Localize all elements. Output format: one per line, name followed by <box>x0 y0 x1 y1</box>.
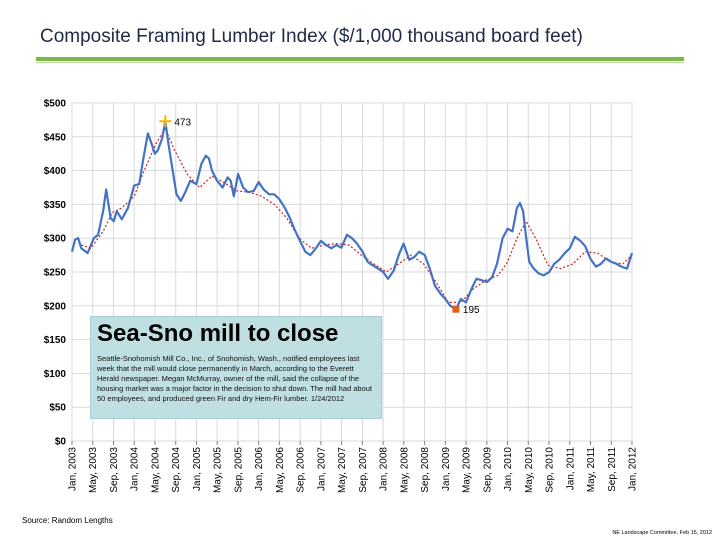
peak-label: 473 <box>174 117 191 128</box>
x-tick-label: Jan, 2010 <box>503 447 514 491</box>
x-tick-label: Jan, 2008 <box>379 447 390 491</box>
x-tick-label: Sep, 2004 <box>171 447 182 493</box>
y-tick-label: $500 <box>44 99 67 110</box>
news-callout: Sea-Sno mill to close Seattle-Snohomish … <box>90 316 382 419</box>
x-tick-label: Sep, 2003 <box>109 447 120 493</box>
y-tick-label: $50 <box>49 403 66 414</box>
y-tick-label: $150 <box>44 335 67 346</box>
x-tick-label: May, 2008 <box>399 447 410 493</box>
y-tick-label: $400 <box>44 166 67 177</box>
annotation-markers: 473 195 <box>159 115 480 316</box>
y-tick-label: $250 <box>44 268 67 279</box>
x-tick-label: Jan, 2009 <box>441 447 452 491</box>
footer-note: NE Landscape Committee, Feb 15, 2012 <box>612 530 712 536</box>
title-underline-thin <box>36 62 684 63</box>
x-tick-label: May, 2009 <box>462 447 473 493</box>
x-tick-label: Sep, 2009 <box>482 447 493 493</box>
x-tick-label: Jan, 2003 <box>68 447 79 491</box>
x-tick-label: Sep, 2006 <box>296 447 307 493</box>
price-series-line <box>70 120 634 311</box>
x-tick-label: Sep, 2008 <box>420 447 431 493</box>
x-tick-label: May, 2007 <box>337 447 348 493</box>
x-tick-label: Sep, 2010 <box>545 447 556 493</box>
x-tick-label: Jan, 2011 <box>565 447 576 491</box>
y-tick-label: $0 <box>55 437 67 448</box>
y-tick-label: $300 <box>44 234 67 245</box>
x-tick-label: Jan, 2006 <box>254 447 265 491</box>
y-tick-label: $100 <box>44 369 67 380</box>
y-tick-label: $450 <box>44 132 67 143</box>
source-note: Source: Random Lengths <box>22 516 113 525</box>
y-tick-label: $350 <box>44 200 67 211</box>
trough-marker <box>452 305 460 313</box>
trend-series-line <box>81 127 633 303</box>
x-tick-label: Sep, 2011 <box>607 447 618 492</box>
x-tick-label: May, 2003 <box>88 447 99 493</box>
x-tick-label: May, 2006 <box>275 447 286 493</box>
title-underline <box>36 57 684 61</box>
x-tick-label: May, 2011 <box>586 447 597 493</box>
y-axis-ticks: $0 $50 $100 $150 $200 $250 $300 $350 $400 $450 $50… <box>44 99 67 448</box>
x-tick-label: May, 2010 <box>524 447 535 493</box>
trough-label: 195 <box>463 305 480 316</box>
x-tick-label: May, 2004 <box>150 447 161 493</box>
x-tick-label: Sep, 2007 <box>358 447 369 493</box>
y-tick-label: $200 <box>44 301 67 312</box>
x-tick-label: Jan, 2005 <box>192 447 203 491</box>
callout-title: Sea-Sno mill to close <box>97 320 339 347</box>
callout-body: Seattle-Snohomish Mill Co., Inc., of Sno… <box>97 354 373 403</box>
x-tick-label: Jan, 2012 <box>628 447 639 491</box>
x-tick-label: May, 2005 <box>213 447 224 493</box>
x-tick-label: Jan, 2004 <box>130 447 141 491</box>
x-tick-label: Jan, 2007 <box>316 447 327 491</box>
slide-title: Composite Framing Lumber Index ($/1,000 … <box>40 26 583 47</box>
x-axis-ticks: Jan, 2003 May, 2003 Sep, 2003 Jan, 2004 May,… <box>68 441 639 493</box>
x-tick-label: Sep, 2005 <box>233 447 244 493</box>
